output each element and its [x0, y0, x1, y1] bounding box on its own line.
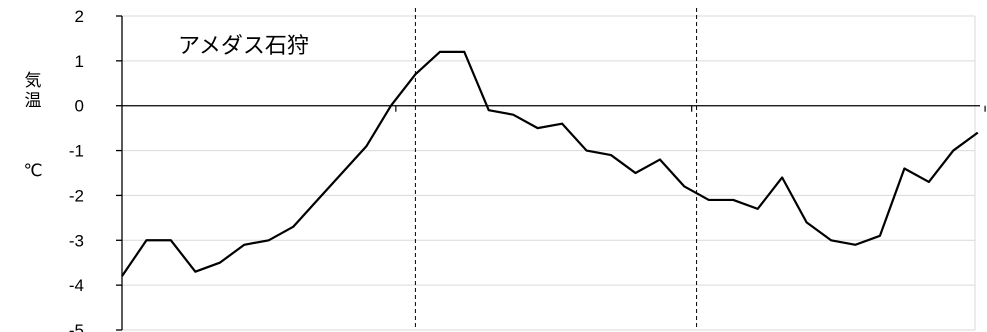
series-line [121, 50, 979, 277]
y-axis-label-char: 温 [25, 91, 42, 111]
chart-title: アメダス石狩 [178, 34, 309, 59]
y-axis-label: 気温 ℃ [23, 71, 42, 181]
y-tick-label: 0 [75, 97, 84, 116]
series-layer [121, 50, 979, 277]
y-axis-label-char: ℃ [23, 161, 42, 181]
y-tick-labels: 2 1 0 -1 -2 -3 -4 -5 [69, 7, 84, 332]
y-tick-label: -5 [69, 321, 84, 332]
y-tick-label: -3 [69, 231, 84, 250]
y-tick-label: 1 [75, 52, 84, 71]
y-tick-label: -1 [69, 142, 84, 161]
y-tick-label: -2 [69, 186, 84, 205]
grid-lines [122, 15, 976, 331]
y-axis-label-char: 気 [25, 71, 42, 91]
y-tick-label: -4 [69, 276, 84, 295]
y-tick-label: 2 [75, 7, 84, 26]
axes [116, 8, 986, 331]
